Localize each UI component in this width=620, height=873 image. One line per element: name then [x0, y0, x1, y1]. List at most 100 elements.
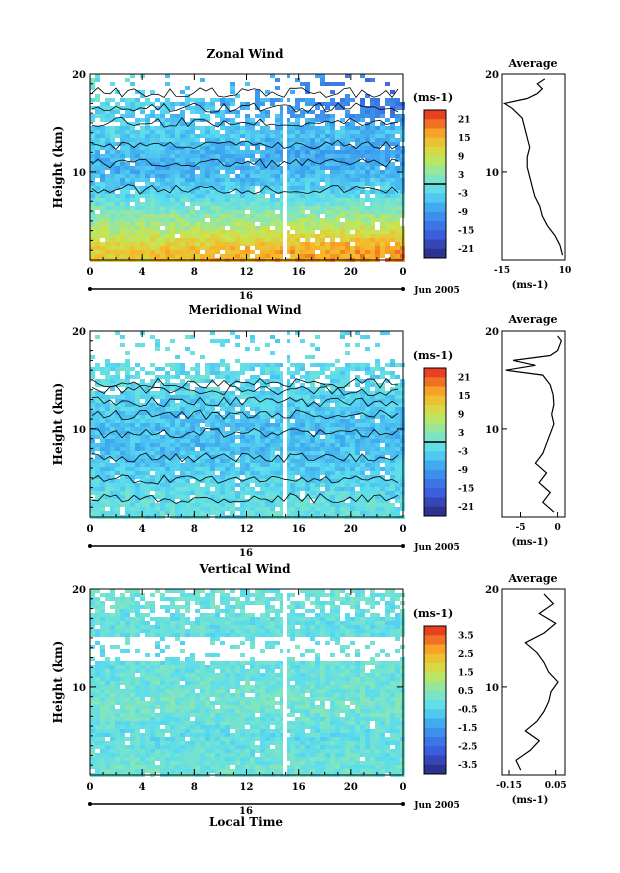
heatmap-cell	[185, 98, 190, 102]
heatmap-cell	[255, 166, 260, 170]
heatmap-cell	[170, 589, 175, 593]
heatmap-cell	[155, 242, 160, 246]
heatmap-cell	[270, 250, 275, 254]
heatmap-cell	[220, 467, 225, 471]
heatmap-cell	[135, 162, 140, 166]
heatmap-cell	[375, 158, 380, 162]
heatmap-cell	[335, 475, 340, 479]
heatmap-cell	[105, 479, 110, 483]
heatmap-cell	[105, 359, 110, 363]
heatmap-cell	[130, 399, 135, 403]
heatmap-cell	[100, 162, 105, 166]
heatmap-cell	[170, 423, 175, 427]
heatmap-cell	[290, 439, 295, 443]
heatmap-cell	[360, 142, 365, 146]
heatmap-cell	[260, 210, 265, 214]
heatmap-cell	[125, 126, 130, 130]
heatmap-cell	[350, 439, 355, 443]
heatmap-cell	[230, 589, 235, 593]
heatmap-cell	[125, 170, 130, 174]
heatmap-cell	[275, 214, 280, 218]
heatmap-cell	[350, 130, 355, 134]
heatmap-cell	[315, 395, 320, 399]
heatmap-cell	[220, 511, 225, 515]
heatmap-cell	[350, 134, 355, 138]
heatmap-cell	[180, 395, 185, 399]
heatmap-cell	[95, 150, 100, 154]
heatmap-cell	[165, 206, 170, 210]
heatmap-cell	[325, 459, 330, 463]
heatmap-cell	[170, 415, 175, 419]
heatmap-cell	[100, 431, 105, 435]
heatmap-cell	[185, 166, 190, 170]
heatmap-cell	[190, 194, 195, 198]
heatmap-cell	[150, 499, 155, 503]
heatmap-cell	[195, 178, 200, 182]
heatmap-cell	[380, 475, 385, 479]
heatmap-cell	[395, 431, 400, 435]
heatmap-cell	[125, 403, 130, 407]
heatmap-cell	[280, 210, 285, 214]
heatmap-cell	[230, 130, 235, 134]
heatmap-cell	[115, 467, 120, 471]
heatmap-cell	[245, 130, 250, 134]
heatmap-cell	[115, 459, 120, 463]
heatmap-cell	[285, 467, 290, 471]
heatmap-cell	[320, 218, 325, 222]
heatmap-cell	[290, 122, 295, 126]
heatmap-cell	[385, 451, 390, 455]
heatmap-cell	[340, 455, 345, 459]
heatmap-cell	[320, 391, 325, 395]
heatmap-cell	[105, 190, 110, 194]
heatmap-cell	[140, 411, 145, 415]
heatmap-cell	[120, 222, 125, 226]
heatmap-cell	[355, 511, 360, 515]
heatmap-cell	[325, 471, 330, 475]
heatmap-cell	[170, 459, 175, 463]
heatmap-cell	[185, 491, 190, 495]
heatmap-cell	[145, 455, 150, 459]
heatmap-cell	[125, 379, 130, 383]
heatmap-cell	[355, 427, 360, 431]
heatmap-cell	[325, 411, 330, 415]
heatmap-cell	[350, 158, 355, 162]
heatmap-cell	[285, 134, 290, 138]
heatmap-cell	[200, 126, 205, 130]
heatmap-cell	[175, 363, 180, 367]
heatmap-cell	[185, 234, 190, 238]
heatmap-cell	[120, 142, 125, 146]
heatmap-cell	[200, 403, 205, 407]
heatmap-cell	[90, 459, 95, 463]
heatmap-cell	[230, 86, 235, 90]
heatmap-cell	[105, 186, 110, 190]
heatmap-cell	[155, 375, 160, 379]
heatmap-cell	[195, 210, 200, 214]
heatmap-cell	[150, 467, 155, 471]
heatmap-cell	[390, 387, 395, 391]
heatmap-cell	[210, 190, 215, 194]
heatmap-cell	[270, 395, 275, 399]
heatmap-cell	[130, 242, 135, 246]
heatmap-cell	[305, 130, 310, 134]
heatmap-cell	[150, 391, 155, 395]
heatmap-cell	[120, 499, 125, 503]
heatmap-cell	[110, 407, 115, 411]
heatmap-cell	[105, 202, 110, 206]
heatmap-cell	[140, 174, 145, 178]
heatmap-cell	[345, 246, 350, 250]
heatmap-cell	[310, 222, 315, 226]
heatmap-cell	[185, 222, 190, 226]
heatmap-cell	[235, 162, 240, 166]
heatmap-cell	[340, 375, 345, 379]
heatmap-cell	[335, 170, 340, 174]
heatmap-cell	[175, 186, 180, 190]
heatmap-cell	[340, 487, 345, 491]
heatmap-cell	[345, 198, 350, 202]
heatmap-cell	[145, 503, 150, 507]
heatmap-cell	[125, 391, 130, 395]
heatmap-cell	[385, 379, 390, 383]
heatmap-cell	[130, 383, 135, 387]
heatmap-cell	[350, 411, 355, 415]
heatmap-cell	[220, 182, 225, 186]
heatmap-cell	[315, 503, 320, 507]
